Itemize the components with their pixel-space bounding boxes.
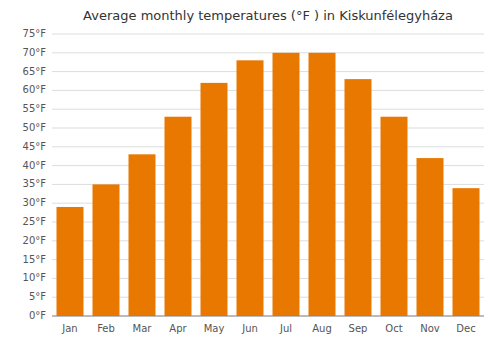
y-tick-label: 60°F <box>23 84 47 95</box>
y-tick-label: 30°F <box>23 197 47 208</box>
grid-line <box>52 316 484 317</box>
y-tick-label: 55°F <box>23 103 47 114</box>
y-tick-label: 70°F <box>23 47 47 58</box>
title: Average monthly temperatures (°F ) in Ki… <box>83 8 453 23</box>
x-tick-label: Nov <box>420 323 440 334</box>
grid-line <box>52 146 484 147</box>
y-tick-label: 65°F <box>23 66 47 77</box>
x-tick-label: Dec <box>456 323 475 334</box>
y-tick-label: 15°F <box>23 254 47 265</box>
x-tick-label: Sep <box>349 323 368 334</box>
x-tick-label: Oct <box>385 323 402 334</box>
grid-line <box>52 52 484 53</box>
grid-line <box>52 90 484 91</box>
x-tick-label: May <box>204 323 225 334</box>
x-axis-line <box>52 316 484 317</box>
bar <box>453 188 480 316</box>
chart-container: Average monthly temperatures (°F ) in Ki… <box>0 0 500 350</box>
grid-line <box>52 34 484 35</box>
bar <box>57 207 84 316</box>
bars <box>57 53 480 316</box>
y-tick-label: 10°F <box>23 272 47 283</box>
x-tick-label: Aug <box>312 323 332 334</box>
bar <box>129 154 156 316</box>
bar <box>309 53 336 316</box>
bar <box>165 117 192 316</box>
chart-svg: Average monthly temperatures (°F ) in Ki… <box>0 0 500 350</box>
x-tick-label: Jul <box>279 323 292 334</box>
bar <box>417 158 444 316</box>
bar <box>273 53 300 316</box>
grid <box>52 34 484 316</box>
y-tick-label: 25°F <box>23 216 47 227</box>
y-tick-label: 20°F <box>23 235 47 246</box>
x-tick-label: Feb <box>97 323 115 334</box>
y-tick-label: 45°F <box>23 141 47 152</box>
bar <box>93 184 120 316</box>
bar <box>381 117 408 316</box>
x-tick-label: Apr <box>169 323 187 334</box>
y-tick-label: 5°F <box>29 291 46 302</box>
x-tick-label: Jun <box>241 323 258 334</box>
x-tick-label: Mar <box>133 323 153 334</box>
bar <box>237 60 264 316</box>
grid-line <box>52 109 484 110</box>
grid-line <box>52 71 484 72</box>
y-tick-label: 0°F <box>29 310 46 321</box>
y-tick-label: 50°F <box>23 122 47 133</box>
y-tick-label: 75°F <box>23 28 47 39</box>
grid-line <box>52 128 484 129</box>
y-tick-label: 35°F <box>23 178 47 189</box>
x-tick-label: Jan <box>61 323 77 334</box>
bar <box>345 79 372 316</box>
y-tick-label: 40°F <box>23 160 47 171</box>
bar <box>201 83 228 316</box>
